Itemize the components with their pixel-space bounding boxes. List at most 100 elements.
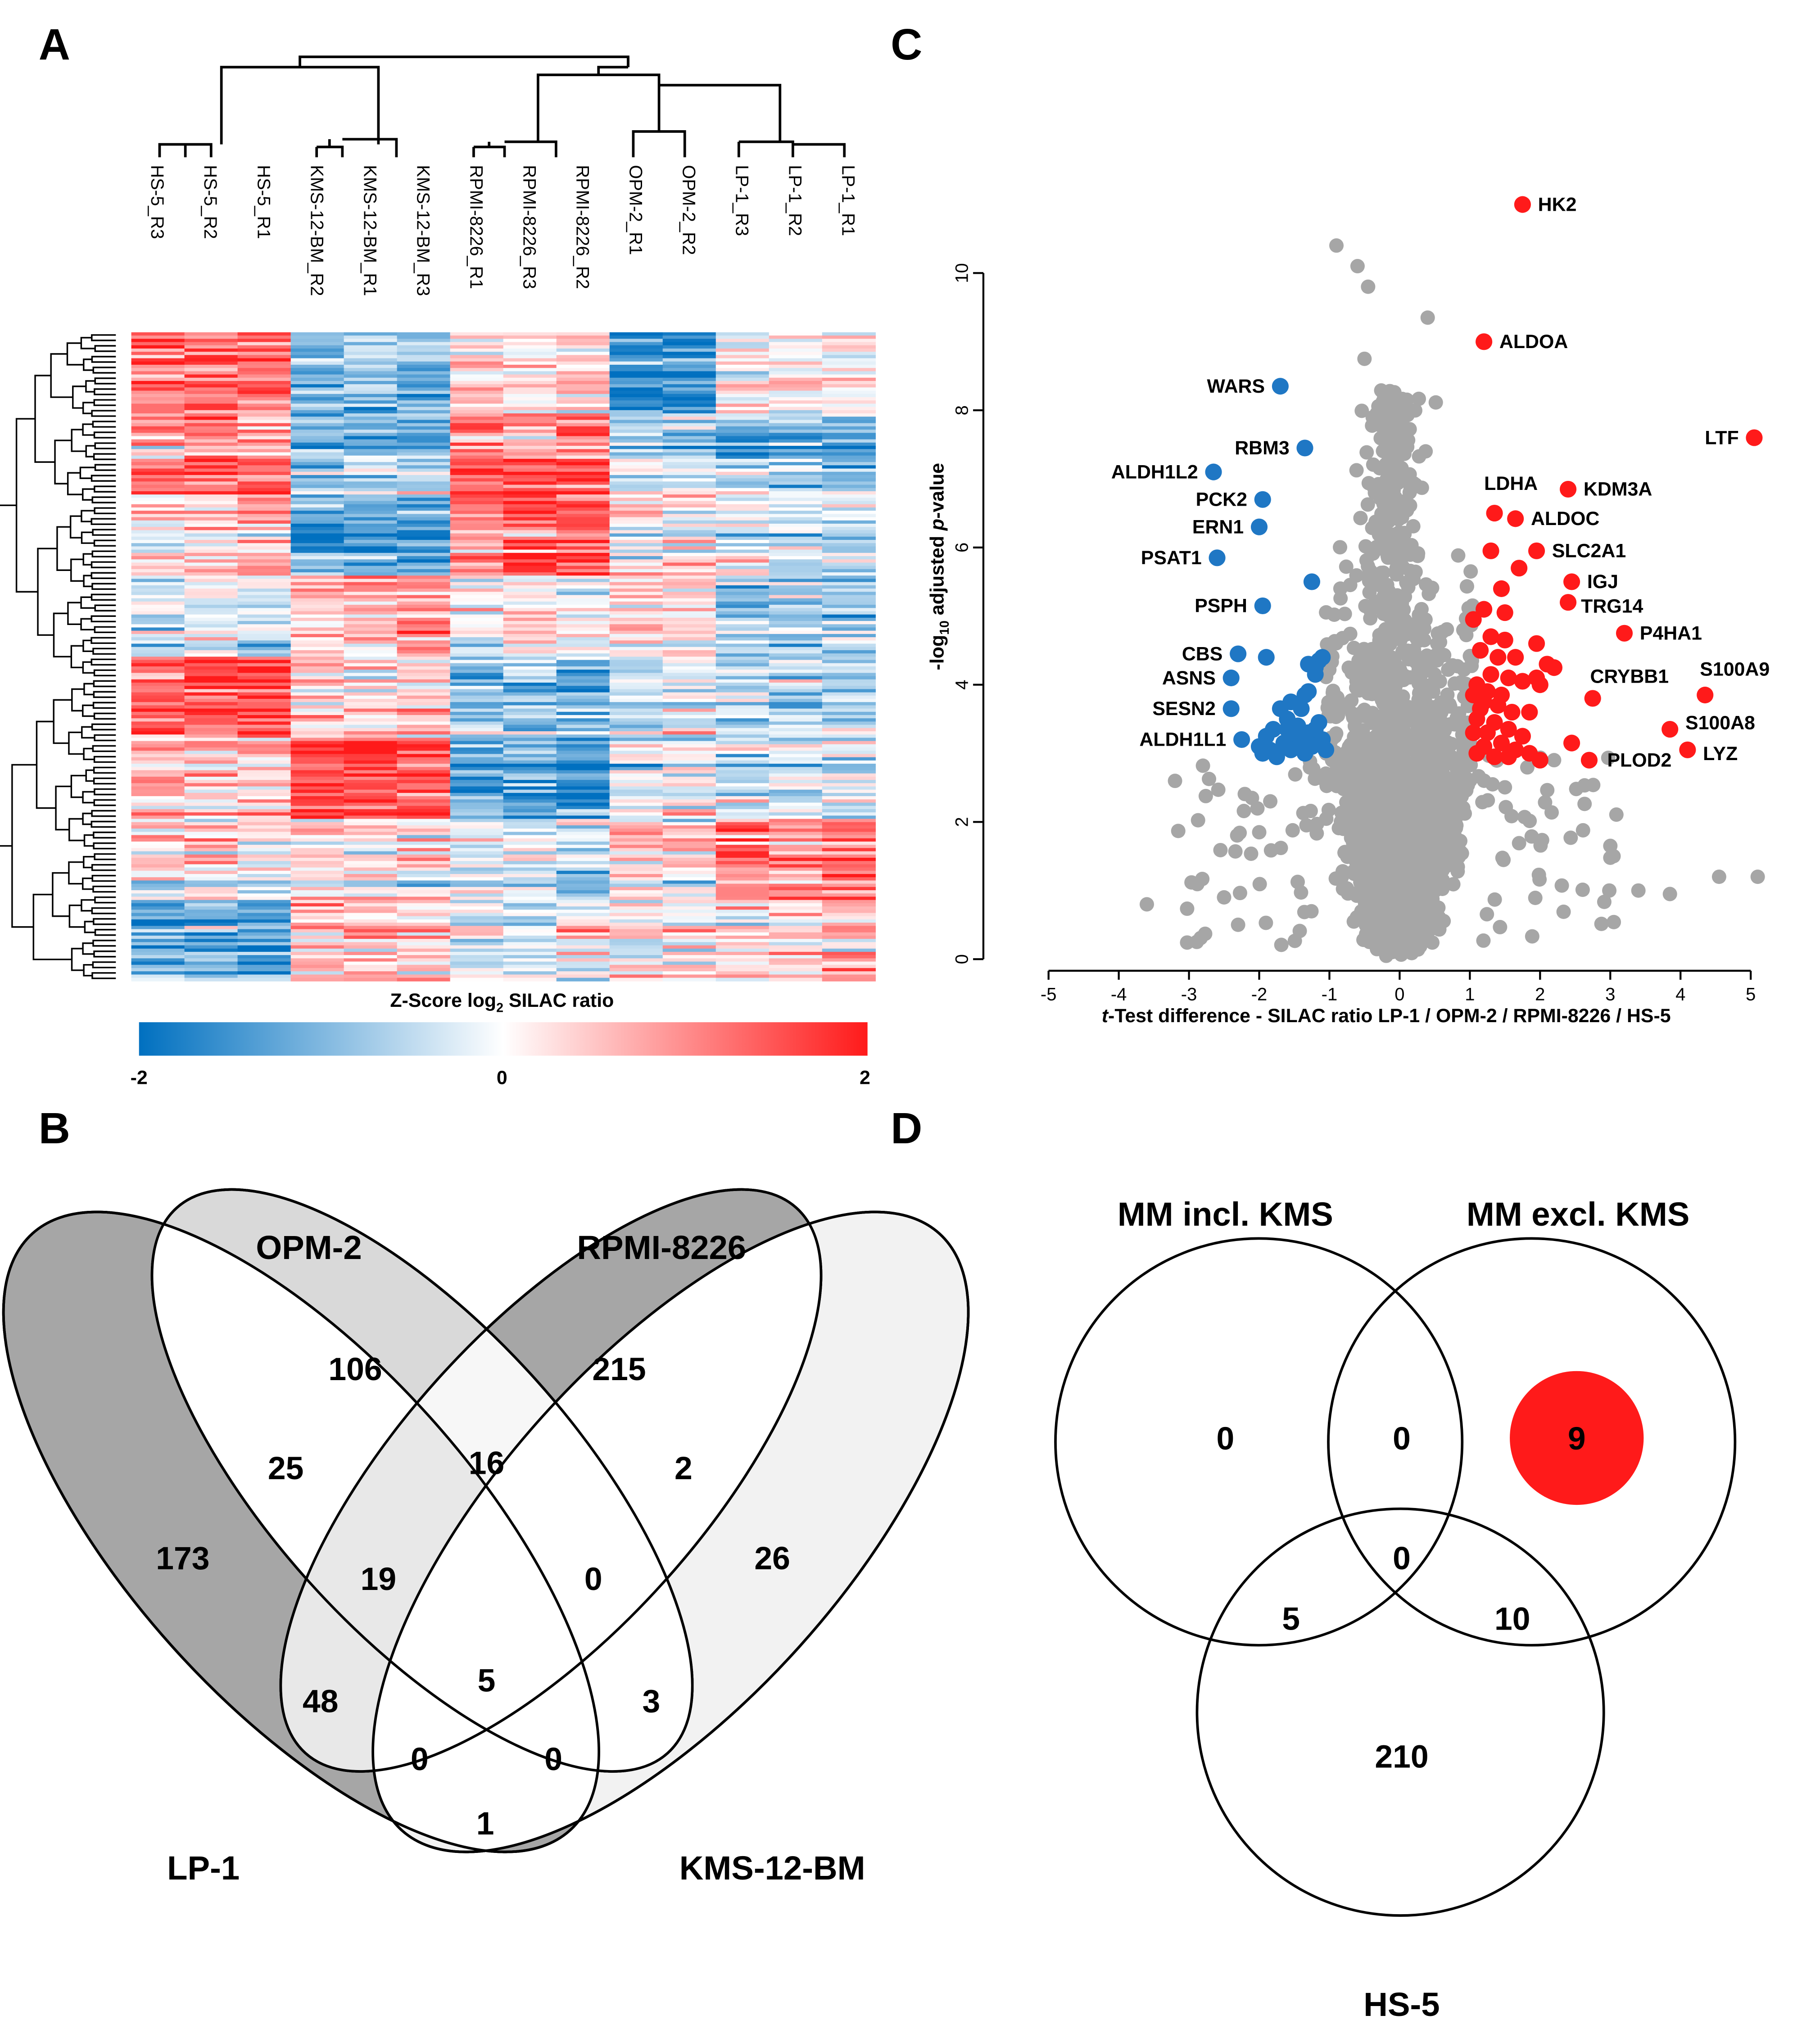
heatmap-cell [131,760,185,764]
heatmap-cell [397,955,451,959]
heatmap-cell [131,562,185,566]
heatmap-cell [184,965,238,969]
heatmap-cell [609,355,663,359]
heatmap-cell [556,468,610,472]
heatmap-cell [131,689,185,693]
heatmap-cell [131,465,185,469]
heatmap-cell [131,857,185,862]
row-dendrogram-branch [91,874,100,882]
heatmap-cell [237,468,291,472]
heatmap-cell [344,900,398,904]
heatmap-cell [503,776,557,780]
heatmap-cell [822,770,876,774]
heatmap-cell [397,741,451,745]
heatmap-cell [662,708,716,712]
heatmap-cell [344,923,398,927]
heatmap-cell [290,514,344,518]
heatmap-cell [769,870,823,874]
heatmap-cell [397,929,451,933]
row-dendrogram-branch [92,702,100,709]
row-dendrogram-branch [92,421,100,428]
heatmap-cell [503,897,557,901]
heatmap-cell [556,841,610,845]
heatmap-cell [503,455,557,459]
heatmap-cell [184,536,238,540]
heatmap-cell [290,475,344,479]
heatmap-cell [237,377,291,381]
heatmap-cell [131,371,185,375]
heatmap-cell [822,647,876,651]
heatmap-cell [609,413,663,417]
row-dendrogram-branch [91,907,100,915]
heatmap-cells [131,332,876,982]
heatmap-cell [609,485,663,489]
heatmap-cell [556,339,610,343]
heatmap-cell [450,582,504,586]
heatmap-cell [609,491,663,495]
heatmap-cell [397,546,451,550]
heatmap-cell [450,381,504,385]
heatmap-cell [769,566,823,570]
heatmap-cell [184,575,238,580]
heatmap-cell [450,556,504,560]
heatmap-cell [609,390,663,394]
volcano-x-tick-label: -3 [1181,985,1197,1005]
heatmap-cell [450,449,504,453]
heatmap-cell [609,517,663,521]
heatmap-cell [131,478,185,482]
heatmap-cell [450,605,504,609]
heatmap-cell [344,715,398,719]
heatmap-cell [131,358,185,362]
heatmap-cell [662,767,716,771]
heatmap-cell [822,377,876,381]
heatmap-cell [131,533,185,537]
heatmap-cell [290,812,344,816]
heatmap-cell [237,647,291,651]
heatmap-cell [344,692,398,696]
heatmap-cell [397,377,451,381]
heatmap-cell [822,530,876,534]
heatmap-cell [715,780,770,784]
heatmap-cell [184,589,238,593]
heatmap-cell [503,670,557,674]
heatmap-cell [503,955,557,959]
column-label: RPMI-8226_R3 [519,165,539,289]
heatmap-cell [290,747,344,752]
heatmap-cell [609,471,663,476]
heatmap-cell [769,841,823,845]
heatmap-cell [290,478,344,482]
heatmap-cell [769,864,823,868]
heatmap-cell [662,601,716,605]
heatmap-cell [822,942,876,946]
heatmap-cell [184,702,238,706]
heatmap-cell [715,471,770,476]
heatmap-cell [609,786,663,790]
heatmap-cell [397,731,451,735]
heatmap-cell [609,965,663,969]
heatmap-cell [184,676,238,680]
heatmap-cell [290,764,344,768]
heatmap-cell [822,468,876,472]
heatmap-cell [450,653,504,657]
heatmap-cell [450,880,504,884]
heatmap-cell [344,536,398,540]
heatmap-cell [822,867,876,871]
heatmap-cell [503,929,557,933]
heatmap-cell [715,549,770,553]
heatmap-cell [503,471,557,476]
heatmap-cell [184,734,238,738]
heatmap-cell [131,951,185,956]
heatmap-cell [715,741,770,745]
heatmap-cell [344,361,398,365]
row-dendrogram-branch [15,418,38,593]
heatmap-cell [503,643,557,648]
heatmap-cell [715,961,770,965]
heatmap-cell [556,926,610,930]
heatmap-cell [450,935,504,939]
heatmap-cell [237,916,291,920]
heatmap-cell [662,433,716,437]
heatmap-cell [344,559,398,563]
heatmap-cell [397,572,451,576]
heatmap-cell [131,617,185,621]
heatmap-cell [822,838,876,842]
